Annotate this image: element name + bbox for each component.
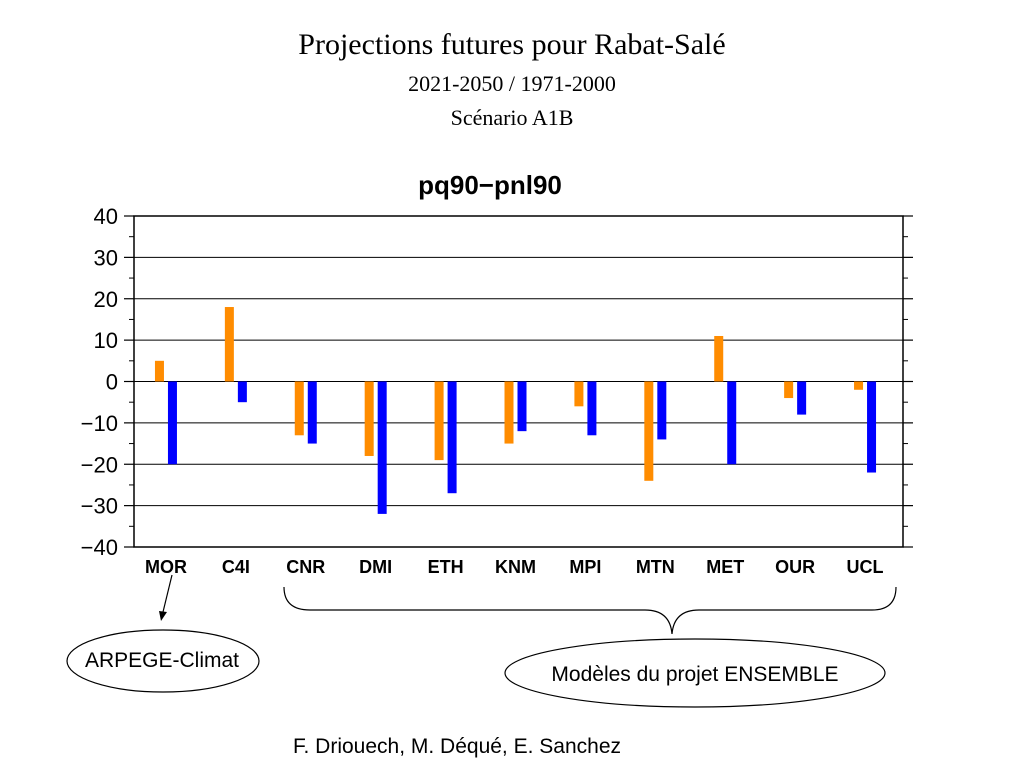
x-axis-labels: MOR C4I CNR DMI ETH KNM MPI MTN MET OUR UCL [145, 557, 884, 577]
bar-dmi-series2 [377, 381, 387, 514]
slide-period: 2021-2050 / 1971-2000 [408, 71, 616, 96]
bar-ucl-series2 [867, 381, 877, 473]
y-tick-label: −20 [81, 452, 118, 477]
y-tick-label: 10 [94, 328, 118, 353]
x-tick-label: MPI [569, 557, 601, 577]
y-tick-label: −30 [81, 494, 118, 519]
x-tick-label: C4I [222, 557, 250, 577]
bar-mor-series1 [154, 360, 164, 382]
axis-ticks [124, 215, 913, 548]
y-tick-label: 30 [94, 245, 118, 270]
bar-c4i-series2 [237, 381, 247, 403]
bar-knm-series2 [517, 381, 527, 432]
bar-cnr-series1 [294, 381, 304, 436]
x-tick-label: UCL [847, 557, 884, 577]
bar-eth-series2 [447, 381, 457, 494]
x-tick-label: CNR [286, 557, 325, 577]
slide-title: Projections futures pour Rabat-Salé [298, 28, 726, 61]
bar-mtn-series1 [644, 381, 654, 481]
y-tick-label: −10 [81, 411, 118, 436]
y-tick-label: 40 [94, 204, 118, 229]
bar-dmi-series1 [364, 381, 374, 456]
y-tick-label: 20 [94, 287, 118, 312]
arpege-arrow-line [162, 574, 173, 613]
bar-knm-series1 [504, 381, 514, 444]
chart-title: pq90−pnl90 [418, 170, 562, 200]
bar-ucl-series1 [854, 381, 864, 390]
bar-c4i-series1 [224, 307, 234, 382]
y-tick-label: 0 [106, 370, 118, 395]
bar-mpi-series1 [574, 381, 584, 407]
y-tick-label: −40 [81, 535, 118, 560]
bar-mpi-series2 [587, 381, 597, 436]
ensemble-ellipse [504, 638, 886, 708]
arpege-arrow-head [159, 611, 167, 621]
x-tick-label: OUR [775, 557, 815, 577]
x-tick-label: MTN [636, 557, 675, 577]
bar-mtn-series2 [657, 381, 667, 440]
slide-scenario: Scénario A1B [450, 105, 574, 130]
ensemble-brace [283, 586, 897, 635]
credit-authors: F. Driouech, M. Déqué, E. Sanchez [293, 735, 621, 758]
ensemble-label: Modèles du projet ENSEMBLE [551, 663, 838, 686]
x-tick-label: KNM [495, 557, 536, 577]
arpege-label: ARPEGE-Climat [85, 649, 239, 672]
y-axis-labels: 40 30 20 10 0 −10 −20 −30 −40 [81, 204, 118, 560]
bar-met-series1 [714, 335, 724, 382]
bar-mor-series2 [167, 381, 177, 465]
x-tick-label: MOR [145, 557, 187, 577]
x-tick-label: DMI [359, 557, 392, 577]
x-tick-label: MET [706, 557, 744, 577]
bar-eth-series1 [434, 381, 444, 461]
bar-our-series1 [784, 381, 794, 399]
x-tick-label: ETH [428, 557, 464, 577]
arpege-ellipse [66, 629, 260, 693]
bar-our-series2 [797, 381, 807, 415]
bar-cnr-series2 [307, 381, 317, 444]
bars [154, 307, 877, 514]
bar-met-series2 [727, 381, 737, 465]
